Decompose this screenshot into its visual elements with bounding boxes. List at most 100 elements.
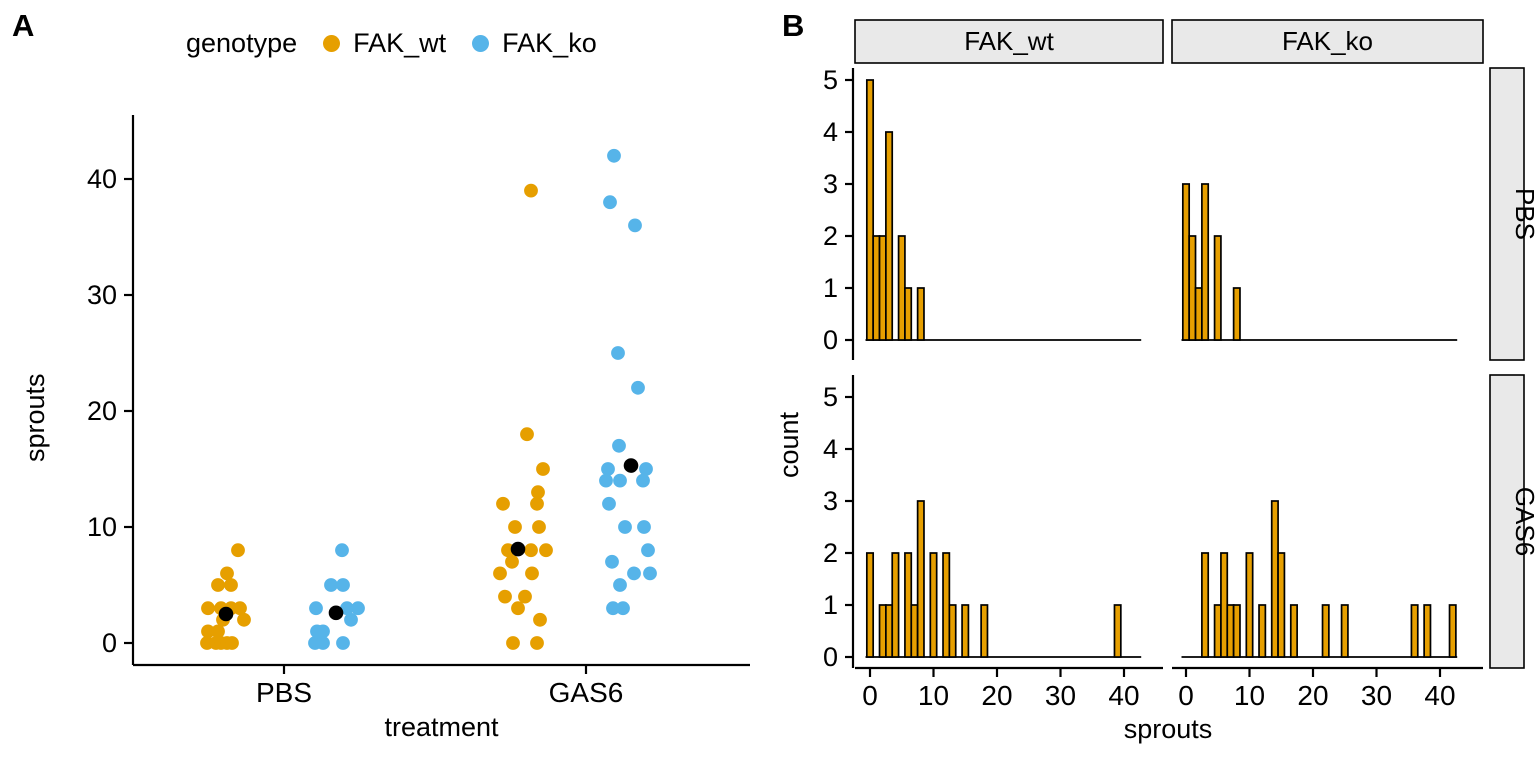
- histogram-bar: [1113, 604, 1122, 658]
- data-point-fak_ko: [611, 346, 625, 360]
- data-point-fak_wt: [211, 624, 225, 639]
- data-point-fak_ko: [637, 520, 651, 534]
- data-point-fak_wt: [524, 183, 538, 198]
- data-point-fak_ko: [612, 438, 626, 453]
- data-point-fak_wt: [220, 566, 234, 581]
- data-point-fak_ko: [627, 566, 641, 581]
- row-facet-label: GAS6: [1510, 487, 1536, 556]
- histogram-bar: [872, 235, 881, 341]
- data-point-fak_ko: [613, 578, 627, 592]
- data-point-fak_wt: [518, 589, 532, 604]
- b-x-tick-label: 40: [1424, 680, 1455, 711]
- b-y-tick-label: 1: [823, 590, 838, 620]
- b-y-tick-label: 5: [823, 65, 838, 95]
- mean-dot: [623, 458, 639, 473]
- b-y-tick-label: 2: [823, 538, 838, 568]
- b-x-tick-label: 40: [1108, 680, 1139, 711]
- data-point-fak_wt: [524, 543, 538, 558]
- a-x-tick-label: PBS: [256, 677, 312, 708]
- panel-a-dotplot: 0 10 20 30 40 PBS GAS6: [87, 115, 750, 708]
- histogram-bar: [1340, 604, 1349, 658]
- histogram-bar: [1232, 287, 1241, 341]
- data-point-fak_ko: [616, 601, 630, 616]
- data-point-fak_wt: [533, 612, 547, 627]
- b-x-tick-label: 10: [918, 680, 949, 711]
- data-point-fak_ko: [336, 636, 350, 650]
- b-y-tick-label: 2: [823, 221, 838, 251]
- fak-wt-dot-icon: [323, 35, 341, 52]
- histogram-bar: [948, 604, 957, 658]
- data-point-fak_wt: [508, 520, 522, 534]
- histogram-bar: [885, 604, 894, 658]
- legend-item-fak-wt: FAK_wt: [323, 28, 446, 59]
- histogram-bar: [1270, 500, 1279, 658]
- data-point-fak_wt: [237, 612, 251, 627]
- data-point-fak_ko: [324, 578, 338, 592]
- histogram-bar: [1423, 604, 1432, 658]
- histogram-bar: [1201, 552, 1210, 658]
- fak-ko-dot-icon: [472, 35, 490, 52]
- histogram-bar: [904, 552, 913, 658]
- b-x-tick-label: 20: [981, 680, 1012, 711]
- data-point-fak_wt: [493, 566, 507, 581]
- col-facet-strip: [854, 19, 1164, 64]
- histogram-bar: [1226, 604, 1235, 658]
- data-point-fak_wt: [532, 520, 546, 534]
- legend: genotype FAK_wt FAK_ko: [186, 28, 597, 59]
- data-point-fak_ko: [336, 578, 350, 592]
- b-x-tick-label: 10: [1234, 680, 1265, 711]
- a-y-tick-label: 0: [102, 628, 117, 658]
- histogram-bar: [1213, 235, 1222, 341]
- data-point-fak_ko: [309, 601, 323, 616]
- data-point-fak_wt: [231, 543, 245, 558]
- data-point-fak_wt: [496, 496, 510, 511]
- col-facet-label: FAK_ko: [1282, 26, 1373, 56]
- data-point-fak_ko: [599, 473, 613, 488]
- data-point-fak_wt: [224, 578, 238, 592]
- data-point-fak_wt: [511, 601, 525, 616]
- histogram-bar: [1220, 552, 1229, 658]
- b-y-tick-label: 1: [823, 273, 838, 303]
- b-x-tick-label: 20: [1297, 680, 1328, 711]
- histogram-bar: [897, 235, 906, 341]
- data-point-fak_wt: [539, 543, 553, 558]
- data-point-fak_ko: [641, 543, 655, 558]
- a-x-tick-label: GAS6: [549, 677, 624, 708]
- histogram-bar: [1188, 235, 1197, 341]
- panel-b-y-axis-title: count: [774, 411, 804, 478]
- mean-dot: [218, 606, 234, 622]
- b-y-tick-label: 3: [823, 486, 838, 516]
- a-y-tick-label: 30: [87, 280, 117, 310]
- histogram-bar: [1245, 552, 1254, 658]
- panel-a-x-axis-title: treatment: [384, 712, 499, 742]
- data-point-fak_wt: [505, 554, 519, 569]
- histogram-bar: [878, 235, 887, 341]
- b-y-tick-label: 5: [823, 382, 838, 412]
- data-point-fak_wt: [233, 601, 247, 616]
- b-y-tick-label: 4: [823, 117, 838, 147]
- data-point-fak_ko: [628, 218, 642, 233]
- data-point-fak_wt: [498, 589, 512, 604]
- data-point-fak_wt: [536, 462, 550, 476]
- row-facet-label: PBS: [1510, 188, 1536, 240]
- data-point-fak_ko: [603, 195, 617, 210]
- data-point-fak_wt: [531, 485, 545, 500]
- histogram-bar: [904, 287, 913, 341]
- legend-title: genotype: [186, 28, 298, 58]
- histogram-bar: [1232, 604, 1241, 658]
- histogram-bar: [1194, 287, 1203, 341]
- mean-dot: [328, 605, 344, 621]
- data-point-fak_ko: [351, 601, 365, 616]
- histogram-bar: [865, 552, 875, 658]
- legend-label-fak-wt: FAK_wt: [353, 28, 447, 58]
- data-point-fak_wt: [225, 636, 239, 650]
- data-point-fak_ko: [606, 601, 620, 616]
- b-y-tick-label: 3: [823, 169, 838, 199]
- panel-b-x-axis-title: sprouts: [1123, 714, 1213, 744]
- col-facet-label: FAK_wt: [964, 26, 1054, 56]
- a-y-tick-label: 40: [87, 164, 117, 194]
- data-point-fak_ko: [613, 473, 627, 488]
- histogram-bar: [1448, 604, 1457, 658]
- histogram-bar: [1321, 604, 1330, 658]
- histogram-bar: [916, 500, 925, 658]
